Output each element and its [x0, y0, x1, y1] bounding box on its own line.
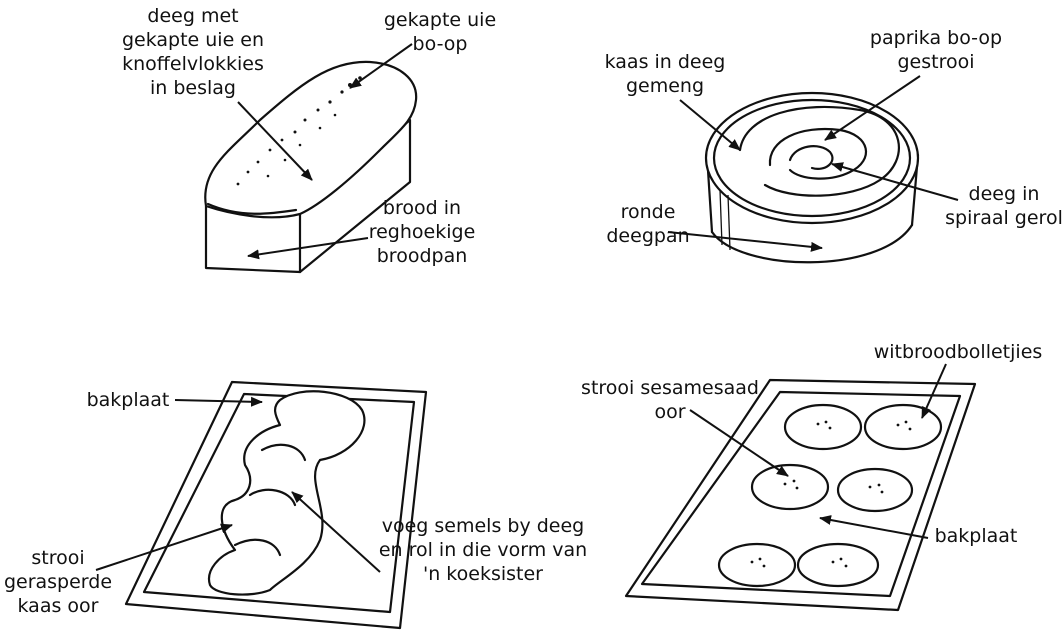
label-line: gekapte uie en [121, 29, 265, 51]
label-line: en rol in die vorm van [378, 539, 588, 561]
label-twist-cheese: strooi gerasperde kaas oor [4, 546, 112, 618]
label-loaf-dough: deeg met gekapte uie en knoffelvlokkies … [122, 4, 264, 100]
label-line: deeg in [968, 183, 1040, 205]
label-line: broodpan [376, 245, 468, 267]
label-round-cheese: kaas in deeg gemeng [605, 50, 726, 98]
label-line: deeg met [147, 5, 239, 27]
arrow-twist-bran [291, 491, 381, 573]
label-round-paprika: paprika bo-op gestrooi [870, 26, 1002, 74]
label-line: bo-op [412, 33, 468, 55]
label-line: ronde [620, 201, 676, 223]
label-twist-tray: bakplaat [87, 388, 170, 412]
label-line: spiraal gerol [945, 207, 1062, 229]
label-line: knoffelvlokkies [122, 53, 264, 75]
arrow-loaf-pan [247, 237, 369, 260]
label-line: gemeng [625, 75, 705, 97]
arrow-rolls-rolls [921, 363, 947, 419]
label-line: witbroodbolletjies [873, 341, 1043, 363]
label-round-spiral: deeg in spiraal gerol [945, 182, 1062, 230]
label-line: in beslag [150, 77, 236, 99]
label-loaf-pan: brood in reghoekige broodpan [369, 196, 476, 268]
label-twist-bran: voeg semels by deeg en rol in die vorm v… [379, 514, 587, 586]
label-line: 'n koeksister [423, 563, 543, 585]
label-line: bakplaat [934, 525, 1018, 547]
leader-arrows [95, 43, 959, 573]
arrow-loaf-onion [349, 43, 413, 89]
arrow-round-spiral [831, 162, 959, 201]
label-line: deegpan [606, 225, 690, 247]
twist-tray-illustration [124, 380, 428, 630]
arrow-loaf-dough [237, 101, 313, 181]
arrow-rolls-sesame [689, 409, 789, 477]
label-line: gestrooi [897, 51, 975, 73]
arrow-rolls-tray [819, 515, 929, 539]
label-line: brood in [382, 197, 462, 219]
arrow-twist-tray [174, 396, 263, 407]
arrow-round-cheese [679, 99, 741, 151]
label-line: strooi sesamesaad [581, 377, 759, 399]
rolls-tray-illustration [624, 378, 977, 612]
label-rolls-rolls: witbroodbolletjies [874, 340, 1043, 364]
label-line: bakplaat [86, 389, 170, 411]
label-line: oor [654, 401, 686, 423]
round-pan-illustration [704, 91, 920, 264]
label-line: reghoekige [368, 221, 476, 243]
label-line: paprika bo-op [869, 27, 1003, 49]
arrow-twist-cheese [95, 523, 233, 571]
loaf-pan-illustration [204, 60, 418, 274]
label-line: gerasperde [3, 571, 113, 593]
label-line: kaas oor [17, 595, 99, 617]
label-loaf-onion: gekapte uie bo-op [384, 8, 496, 56]
label-rolls-tray: bakplaat [935, 524, 1018, 548]
label-line: kaas in deeg [604, 51, 726, 73]
label-round-pan: ronde deegpan [606, 200, 689, 248]
label-line: strooi [31, 547, 85, 569]
arrow-round-paprika [824, 75, 921, 141]
label-line: gekapte uie [383, 9, 497, 31]
label-rolls-sesame: strooi sesamesaad oor [581, 376, 759, 424]
label-line: voeg semels by deeg [381, 515, 585, 537]
arrow-round-pan [667, 231, 823, 252]
